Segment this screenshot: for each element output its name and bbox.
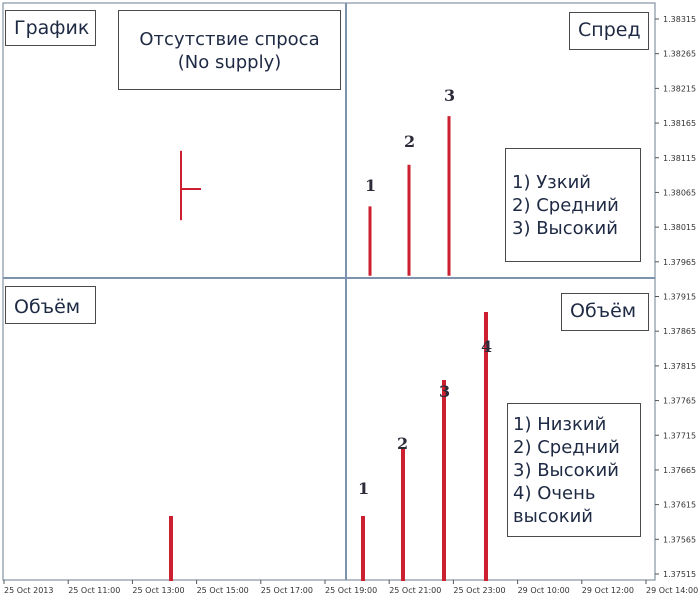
price-tick-label: 1.37665 bbox=[663, 466, 696, 475]
panel-label-volume-left: Объём bbox=[5, 286, 96, 324]
time-tick-label: 25 Oct 11:00 bbox=[68, 586, 120, 595]
volume-legend-item: 4) Очень bbox=[513, 483, 596, 504]
pattern-title-box: Отсутствие спроса (No supply) bbox=[118, 10, 341, 90]
time-tick-label: 25 Oct 2013 bbox=[4, 586, 53, 595]
spread-bar-number: 2 bbox=[404, 132, 416, 151]
price-tick-label: 1.37865 bbox=[663, 327, 696, 336]
spread-legend: 1) Узкий 2) Средний 3) Высокий bbox=[505, 148, 641, 262]
time-tick-label: 25 Oct 21:00 bbox=[389, 586, 441, 595]
time-tick-label: 25 Oct 19:00 bbox=[325, 586, 377, 595]
panel-label-spread: Спред bbox=[569, 12, 649, 50]
price-tick-label: 1.38015 bbox=[663, 223, 696, 232]
time-tick-label: 25 Oct 23:00 bbox=[453, 586, 505, 595]
price-tick-label: 1.38265 bbox=[663, 50, 696, 59]
chart-frame bbox=[2, 2, 656, 581]
volume-bar-number: 2 bbox=[397, 434, 409, 453]
volume-bar bbox=[401, 448, 405, 581]
volume-bar-number: 1 bbox=[358, 479, 370, 498]
panel-label-chart: График bbox=[5, 10, 96, 46]
price-tick-label: 1.37715 bbox=[663, 431, 696, 440]
time-tick-label: 25 Oct 17:00 bbox=[261, 586, 313, 595]
price-tick-label: 1.37765 bbox=[663, 397, 696, 406]
volume-legend-item: 3) Высокий bbox=[513, 460, 619, 481]
plot-border bbox=[2, 2, 656, 581]
price-tick-label: 1.38165 bbox=[663, 119, 696, 128]
volume-legend-item: высокий bbox=[513, 506, 593, 527]
price-tick-label: 1.37915 bbox=[663, 293, 696, 302]
price-tick-label: 1.38315 bbox=[663, 15, 696, 24]
spread-legend-item: 2) Средний bbox=[512, 195, 619, 216]
volume-bar bbox=[361, 516, 365, 581]
bars-layer bbox=[169, 116, 488, 581]
volume-bar bbox=[442, 380, 446, 581]
price-tick-label: 1.37615 bbox=[663, 501, 696, 510]
spread-legend-item: 3) Высокий bbox=[512, 218, 618, 239]
time-tick-label: 25 Oct 15:00 bbox=[197, 586, 249, 595]
volume-bar-number: 3 bbox=[439, 382, 451, 401]
time-axis: 25 Oct 2013 25 Oct 11:00 25 Oct 13:00 25 Oc… bbox=[3, 580, 698, 595]
price-tick-label: 1.37515 bbox=[663, 570, 696, 579]
time-tick-label: 25 Oct 13:00 bbox=[132, 586, 184, 595]
spread-bar-number: 3 bbox=[444, 86, 456, 105]
price-tick-label: 1.38065 bbox=[663, 188, 696, 197]
volume-bar-number: 4 bbox=[481, 337, 493, 356]
price-tick-label: 1.37565 bbox=[663, 535, 696, 544]
spread-legend-item: 1) Узкий bbox=[512, 172, 592, 193]
volume-bar-left bbox=[169, 516, 173, 581]
time-tick-label: 29 Oct 10:00 bbox=[518, 586, 570, 595]
price-tick-label: 1.37815 bbox=[663, 362, 696, 371]
volume-bar bbox=[484, 312, 488, 581]
price-axis: 1.38315 1.38265 1.38215 1.38165 1.38115 1.380… bbox=[655, 15, 696, 579]
pattern-title-en: (No supply) bbox=[177, 52, 282, 73]
volume-legend: 1) Низкий 2) Средний 3) Высокий 4) Очень… bbox=[507, 403, 641, 537]
price-tick-label: 1.38115 bbox=[663, 154, 696, 163]
price-tick-label: 1.37965 bbox=[663, 258, 696, 267]
time-tick-label: 29 Oct 12:00 bbox=[582, 586, 634, 595]
volume-legend-item: 1) Низкий bbox=[513, 414, 607, 435]
spread-bar-number: 1 bbox=[365, 176, 377, 195]
time-tick-label: 29 Oct 14:00 bbox=[646, 586, 698, 595]
price-tick-label: 1.38215 bbox=[663, 84, 696, 93]
volume-legend-item: 2) Средний bbox=[513, 437, 620, 458]
panel-label-volume-right: Объём bbox=[561, 293, 649, 331]
pattern-title-ru: Отсутствие спроса bbox=[139, 29, 320, 50]
